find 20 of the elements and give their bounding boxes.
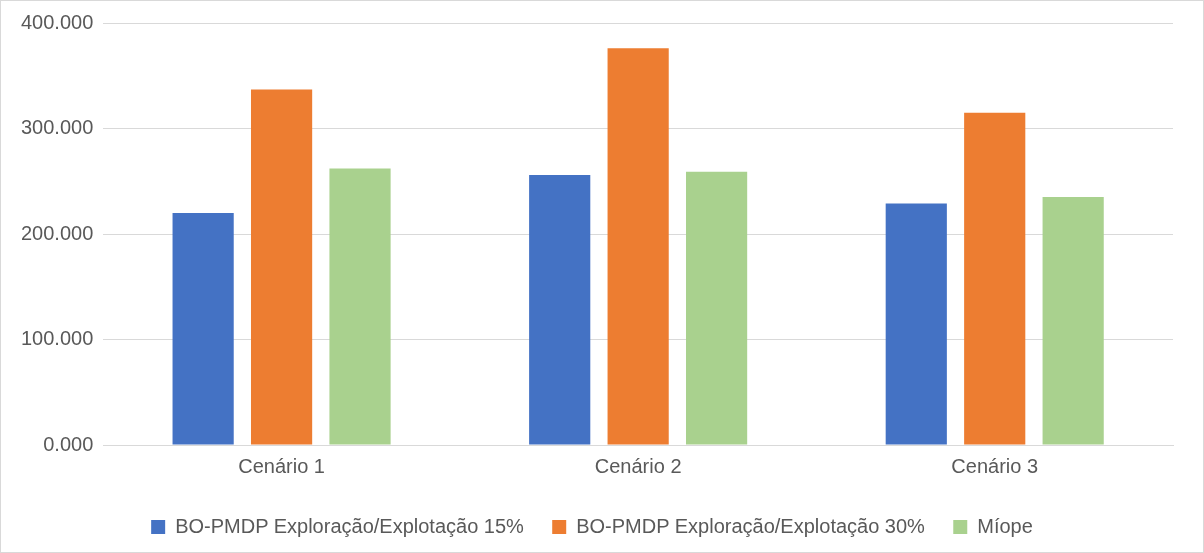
y-tick-label: 300.000 bbox=[21, 116, 94, 139]
bar bbox=[329, 168, 391, 445]
bar bbox=[885, 203, 947, 445]
x-tick-label: Cenário 3 bbox=[951, 454, 1039, 477]
y-tick-label: 100.000 bbox=[21, 327, 94, 350]
bar bbox=[1042, 197, 1104, 445]
bar bbox=[607, 48, 669, 445]
x-tick-label: Cenário 1 bbox=[238, 454, 325, 477]
bar bbox=[250, 89, 313, 445]
bar bbox=[964, 112, 1026, 445]
bar bbox=[686, 171, 748, 445]
legend-label: BO-PMDP Exploração/Explotação 30% bbox=[576, 514, 926, 537]
bar bbox=[172, 212, 234, 445]
x-tick-label: Cenário 2 bbox=[594, 454, 682, 477]
y-tick-label: 0.000 bbox=[43, 432, 94, 455]
y-tick-label: 400.000 bbox=[21, 10, 94, 33]
legend-label: BO-PMDP Exploração/Explotação 15% bbox=[175, 514, 525, 537]
legend-label: Míope bbox=[977, 514, 1033, 537]
bar bbox=[529, 174, 591, 445]
y-tick-label: 200.000 bbox=[21, 221, 94, 244]
